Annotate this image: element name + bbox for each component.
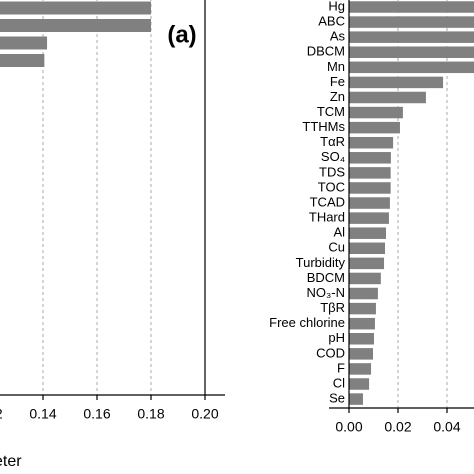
bar bbox=[349, 197, 390, 209]
bar bbox=[349, 378, 370, 390]
bar bbox=[0, 54, 45, 67]
bar bbox=[0, 19, 151, 32]
bar bbox=[0, 36, 48, 50]
bar bbox=[349, 46, 474, 58]
y-tick-label: Zn bbox=[330, 89, 345, 104]
bar bbox=[349, 182, 391, 194]
y-tick-label: pH bbox=[328, 330, 345, 345]
y-tick-label: Cl bbox=[333, 375, 345, 390]
bar bbox=[349, 152, 391, 164]
x-tick-label: 0.18 bbox=[137, 406, 164, 422]
bar bbox=[349, 1, 474, 13]
y-tick-label: BDCM bbox=[307, 270, 345, 285]
x-tick-label: 0.12 bbox=[0, 406, 3, 422]
bar bbox=[349, 227, 386, 239]
bar bbox=[349, 167, 391, 179]
x-tick-label: 0.04 bbox=[433, 419, 460, 435]
y-tick-label: F bbox=[337, 360, 345, 375]
x-tick-label: 0.20 bbox=[191, 406, 218, 422]
y-tick-label: Mn bbox=[327, 59, 345, 74]
y-tick-label: COD bbox=[316, 345, 345, 360]
y-tick-label: SO₄ bbox=[321, 149, 345, 164]
bar bbox=[349, 242, 386, 255]
x-tick-label: 0.14 bbox=[29, 406, 56, 422]
bar bbox=[349, 106, 403, 119]
bar bbox=[349, 76, 444, 89]
bar bbox=[349, 91, 426, 104]
x-axis-label: eter bbox=[0, 453, 22, 470]
y-tick-label: TCM bbox=[317, 104, 345, 119]
y-tick-label: TOC bbox=[318, 179, 345, 194]
x-tick-label: 0.00 bbox=[335, 419, 362, 435]
y-tick-label: Free chlorine bbox=[269, 315, 345, 330]
y-tick-label: TTHMs bbox=[302, 119, 345, 134]
bar bbox=[349, 287, 378, 300]
x-tick-label: 0.16 bbox=[83, 406, 110, 422]
bar bbox=[349, 348, 374, 360]
y-tick-label: Al bbox=[333, 225, 345, 240]
bar bbox=[349, 272, 381, 285]
y-tick-label: TCAD bbox=[310, 194, 345, 209]
y-tick-label: Cu bbox=[328, 240, 345, 255]
bar bbox=[349, 121, 400, 134]
x-tick-label: 0.02 bbox=[384, 419, 411, 435]
bar bbox=[349, 363, 372, 375]
y-tick-label: Hg bbox=[328, 0, 345, 13]
bar bbox=[0, 1, 151, 15]
y-tick-label: TβR bbox=[320, 300, 345, 315]
bar bbox=[349, 31, 474, 43]
bar bbox=[349, 61, 474, 74]
bar bbox=[349, 333, 374, 345]
y-tick-label: THard bbox=[309, 210, 345, 225]
bar bbox=[349, 16, 474, 28]
y-tick-label: As bbox=[330, 29, 346, 44]
y-tick-label: ABC bbox=[318, 14, 345, 29]
y-tick-label: TαR bbox=[320, 134, 345, 149]
bar bbox=[349, 257, 385, 270]
panel-label: (a) bbox=[167, 21, 196, 48]
bar bbox=[349, 393, 363, 405]
bar bbox=[349, 317, 375, 330]
y-tick-label: Turbidity bbox=[296, 255, 346, 270]
y-tick-label: NO₃-N bbox=[306, 285, 345, 300]
bar bbox=[349, 212, 389, 224]
y-tick-label: TDS bbox=[319, 164, 345, 179]
y-tick-label: DBCM bbox=[307, 44, 345, 59]
bar bbox=[349, 136, 394, 149]
bar bbox=[349, 302, 376, 315]
y-tick-label: Se bbox=[329, 391, 345, 406]
y-tick-label: Fe bbox=[330, 74, 345, 89]
